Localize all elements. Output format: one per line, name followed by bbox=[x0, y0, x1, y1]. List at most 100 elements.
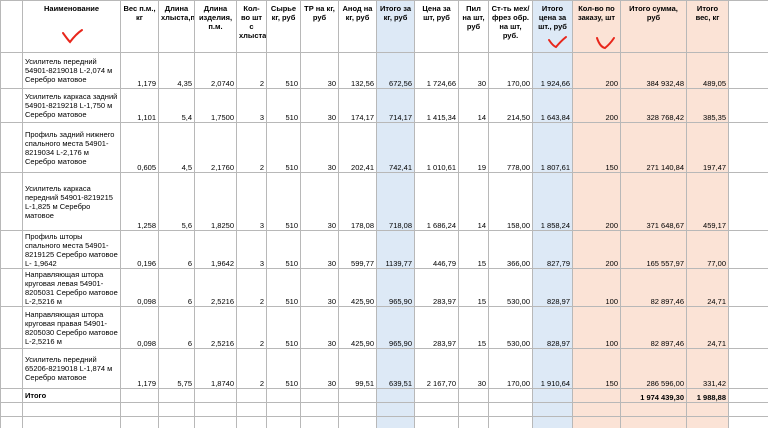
value-cell: 30 bbox=[458, 348, 489, 389]
total-cell: Итого bbox=[22, 388, 121, 403]
value-cell: 0,196 bbox=[120, 230, 159, 269]
value-cell: 283,97 bbox=[414, 268, 459, 307]
value-cell: 170,00 bbox=[488, 348, 533, 389]
cell bbox=[266, 402, 301, 417]
value-cell: 331,42 bbox=[686, 348, 729, 389]
data-row: Усилитель передний 54901-8219018 L-2,074… bbox=[0, 52, 768, 89]
cell bbox=[728, 52, 768, 89]
name-cell: Усилитель каркаса задний 54901-8219218 L… bbox=[22, 88, 121, 123]
header-cell: Пил на шт, руб bbox=[458, 0, 489, 53]
cell bbox=[0, 268, 23, 307]
data-row: Направляющая штора круговая левая 54901-… bbox=[0, 268, 768, 307]
value-cell: 0,098 bbox=[120, 268, 159, 307]
value-cell: 15 bbox=[458, 230, 489, 269]
header-cell: Наименование bbox=[22, 0, 121, 53]
cell bbox=[728, 416, 768, 428]
value-cell: 828,97 bbox=[532, 268, 573, 307]
value-cell: 1,101 bbox=[120, 88, 159, 123]
header-cell: Цена за шт, руб bbox=[414, 0, 459, 53]
value-cell: 510 bbox=[266, 122, 301, 173]
value-cell: 200 bbox=[572, 172, 621, 231]
value-cell: 828,97 bbox=[532, 306, 573, 349]
value-cell: 384 932,48 bbox=[620, 52, 687, 89]
cell bbox=[572, 402, 621, 417]
cell bbox=[728, 88, 768, 123]
value-cell: 5,4 bbox=[158, 88, 195, 123]
header-cell: Длина изделия, п.м. bbox=[194, 0, 237, 53]
value-cell: 425,90 bbox=[338, 268, 377, 307]
value-cell: 3 bbox=[236, 230, 267, 269]
cell bbox=[728, 306, 768, 349]
cell bbox=[338, 416, 377, 428]
value-cell: 1,8740 bbox=[194, 348, 237, 389]
value-cell: 100 bbox=[572, 306, 621, 349]
cell bbox=[194, 388, 237, 403]
value-cell: 742,41 bbox=[376, 122, 415, 173]
value-cell: 639,51 bbox=[376, 348, 415, 389]
name-cell: Усилитель передний 65206-8219018 L-1,874… bbox=[22, 348, 121, 389]
value-cell: 965,90 bbox=[376, 306, 415, 349]
cell bbox=[686, 416, 729, 428]
value-cell: 200 bbox=[572, 230, 621, 269]
value-cell: 14 bbox=[458, 88, 489, 123]
value-cell: 1 910,64 bbox=[532, 348, 573, 389]
value-cell: 77,00 bbox=[686, 230, 729, 269]
header-cell: Анод на кг, руб bbox=[338, 0, 377, 53]
value-cell: 530,00 bbox=[488, 268, 533, 307]
value-cell: 4,5 bbox=[158, 122, 195, 173]
value-cell: 30 bbox=[300, 348, 339, 389]
value-cell: 530,00 bbox=[488, 306, 533, 349]
cell bbox=[0, 122, 23, 173]
value-cell: 714,17 bbox=[376, 88, 415, 123]
value-cell: 150 bbox=[572, 348, 621, 389]
data-row: Усилитель каркаса передний 54901-8219215… bbox=[0, 172, 768, 231]
cell bbox=[572, 416, 621, 428]
header-cell: Вес п.м., кг bbox=[120, 0, 159, 53]
value-cell: 30 bbox=[300, 122, 339, 173]
header-cell: ТР на кг, руб bbox=[300, 0, 339, 53]
value-cell: 5,6 bbox=[158, 172, 195, 231]
header-cell: Итого сумма, руб bbox=[620, 0, 687, 53]
value-cell: 3 bbox=[236, 88, 267, 123]
value-cell: 197,47 bbox=[686, 122, 729, 173]
value-cell: 2 167,70 bbox=[414, 348, 459, 389]
value-cell: 446,79 bbox=[414, 230, 459, 269]
cell bbox=[236, 416, 267, 428]
cell bbox=[236, 388, 267, 403]
value-cell: 82 897,46 bbox=[620, 268, 687, 307]
cell bbox=[488, 416, 533, 428]
cell bbox=[414, 416, 459, 428]
cell bbox=[728, 402, 768, 417]
value-cell: 286 596,00 bbox=[620, 348, 687, 389]
cell bbox=[0, 172, 23, 231]
value-cell: 30 bbox=[300, 268, 339, 307]
cell bbox=[376, 416, 415, 428]
value-cell: 170,00 bbox=[488, 52, 533, 89]
data-row: Усилитель каркаса задний 54901-8219218 L… bbox=[0, 88, 768, 123]
value-cell: 385,35 bbox=[686, 88, 729, 123]
value-cell: 2 bbox=[236, 306, 267, 349]
value-cell: 2,5216 bbox=[194, 306, 237, 349]
cell bbox=[120, 388, 159, 403]
cell bbox=[728, 172, 768, 231]
value-cell: 1 858,24 bbox=[532, 172, 573, 231]
cell bbox=[0, 230, 23, 269]
value-cell: 200 bbox=[572, 52, 621, 89]
cell bbox=[458, 388, 489, 403]
value-cell: 100 bbox=[572, 268, 621, 307]
value-cell: 718,08 bbox=[376, 172, 415, 231]
value-cell: 174,17 bbox=[338, 88, 377, 123]
value-cell: 366,00 bbox=[488, 230, 533, 269]
value-cell: 15 bbox=[458, 268, 489, 307]
value-cell: 5,75 bbox=[158, 348, 195, 389]
cell bbox=[728, 122, 768, 173]
cell bbox=[488, 402, 533, 417]
value-cell: 30 bbox=[458, 52, 489, 89]
cell bbox=[120, 416, 159, 428]
cell bbox=[338, 388, 377, 403]
cell bbox=[0, 88, 23, 123]
value-cell: 489,05 bbox=[686, 52, 729, 89]
value-cell: 200 bbox=[572, 88, 621, 123]
value-cell: 1,9642 bbox=[194, 230, 237, 269]
